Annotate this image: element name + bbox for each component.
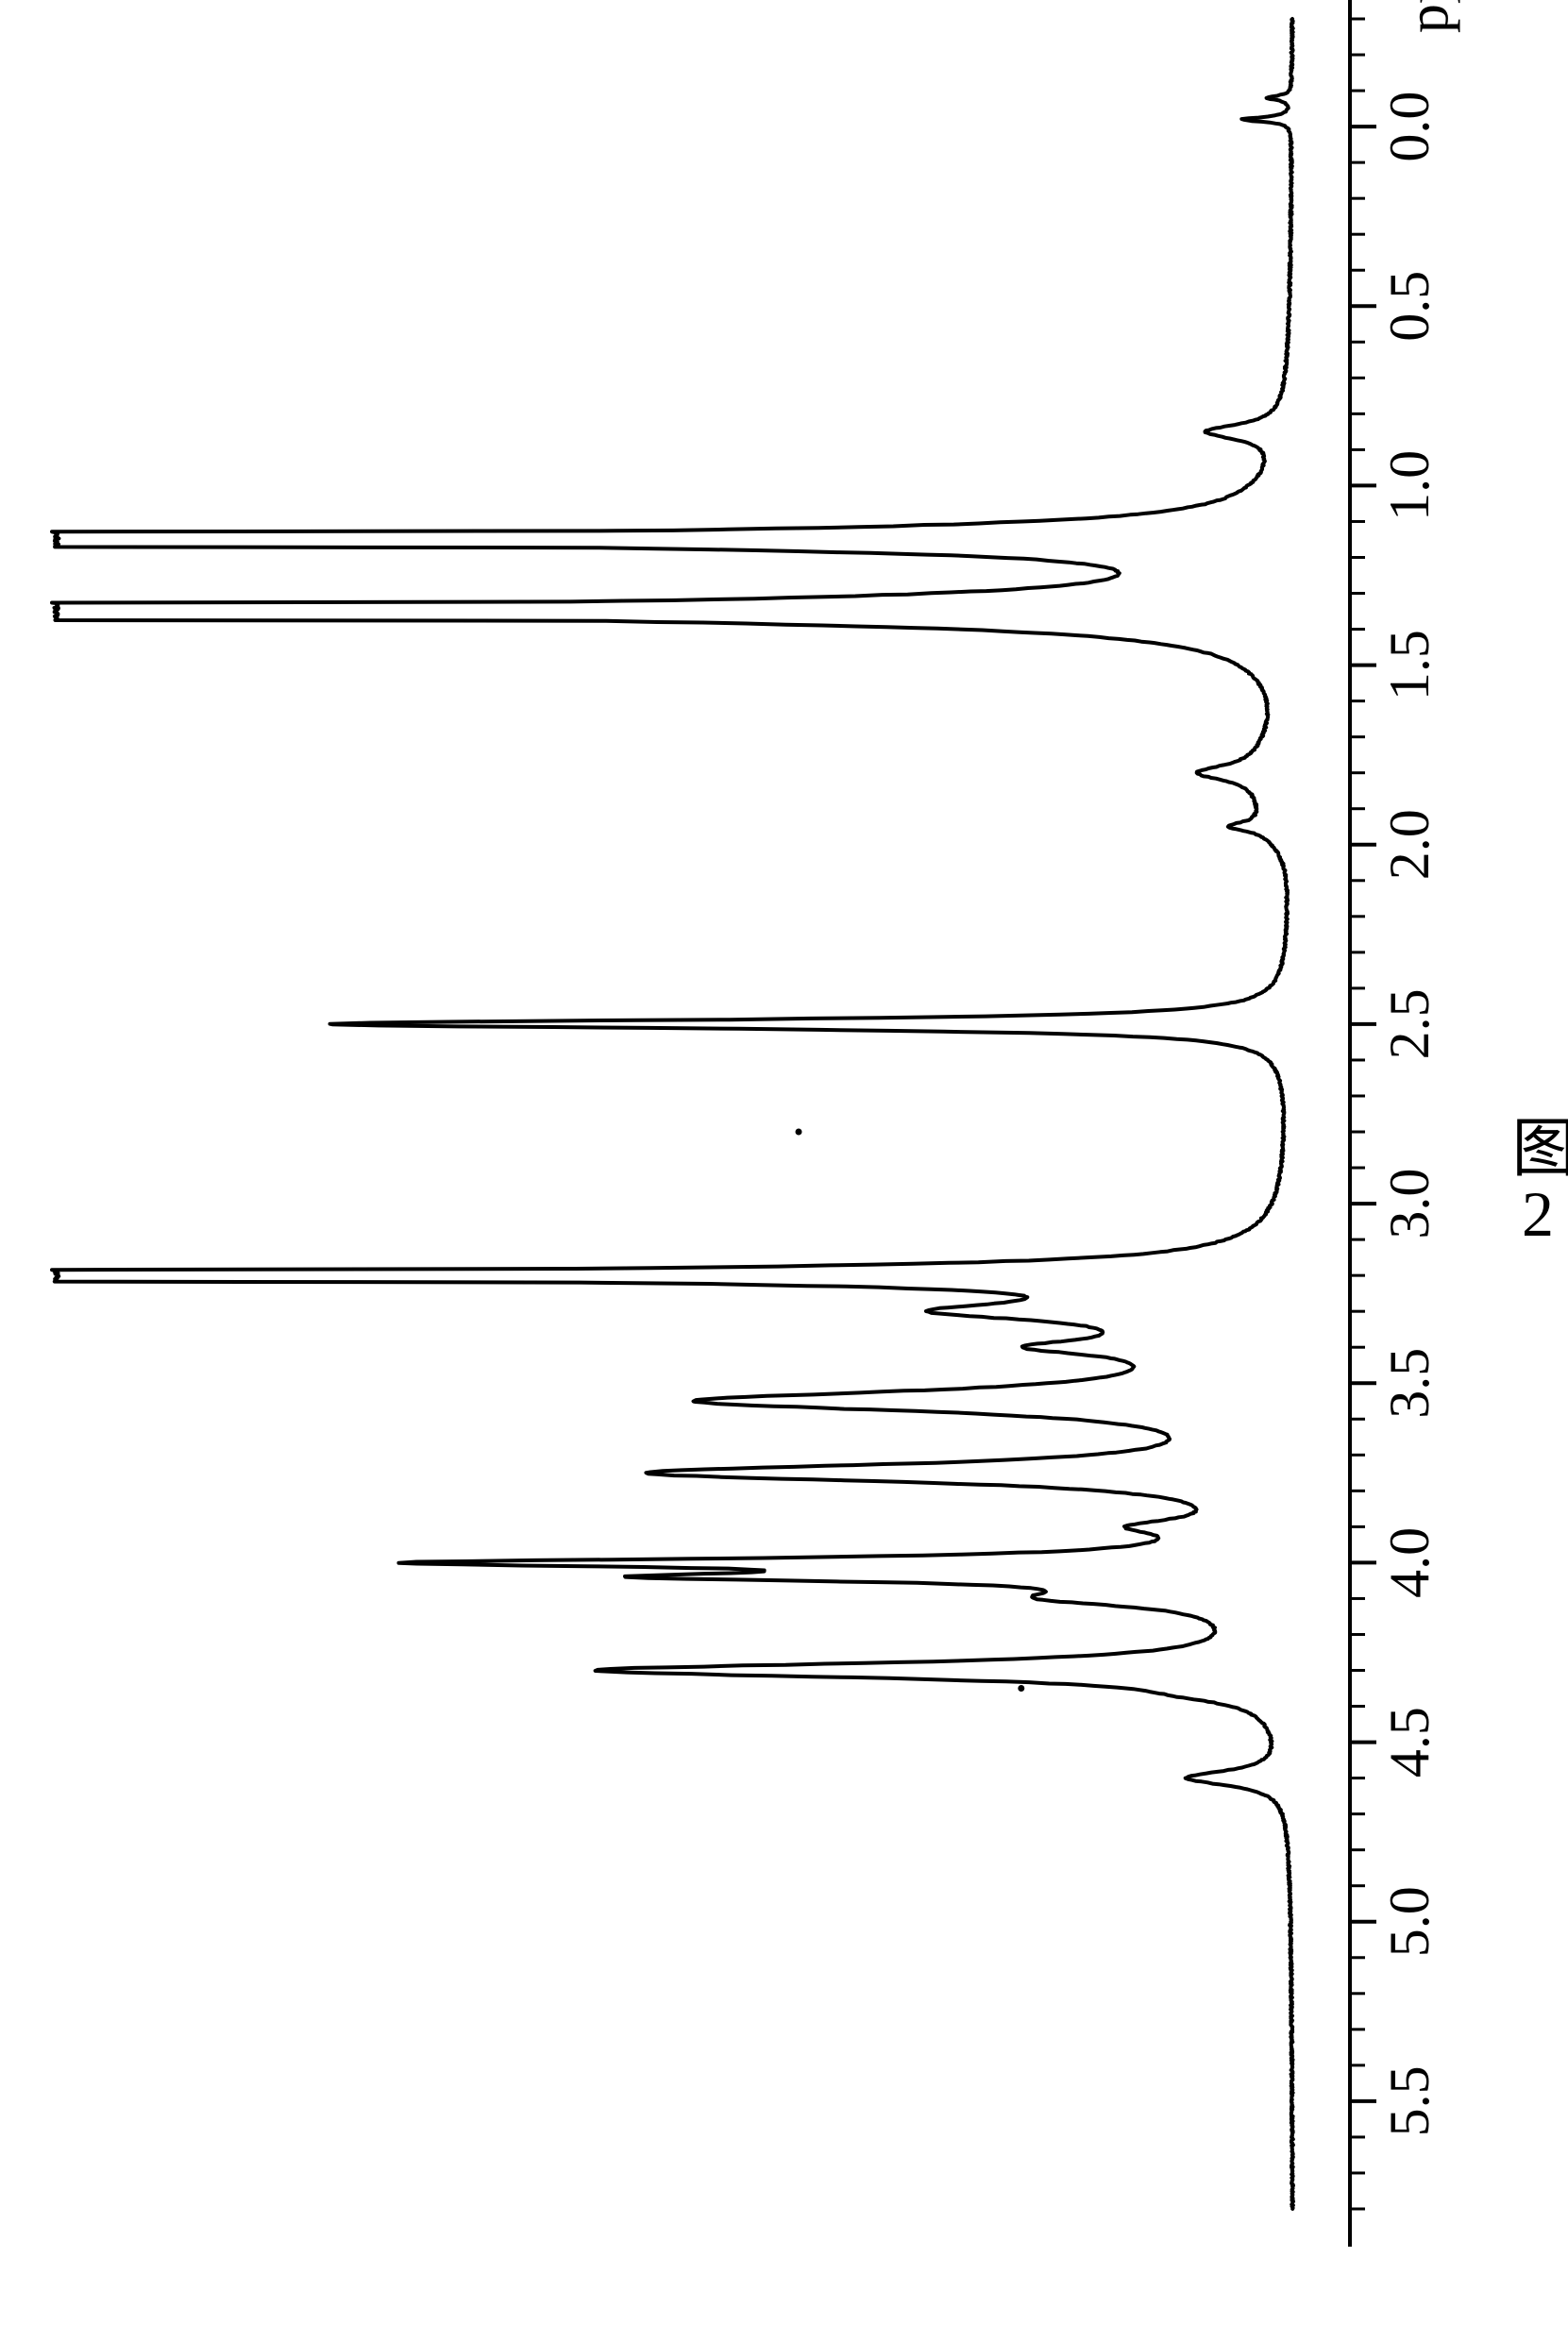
svg-text:4.0: 4.0 — [1378, 1527, 1441, 1598]
svg-text:4.5: 4.5 — [1378, 1707, 1441, 1778]
svg-text:2.0: 2.0 — [1378, 809, 1441, 880]
figure-caption: 图2 — [1492, 1114, 1568, 1250]
svg-text:3.0: 3.0 — [1378, 1169, 1441, 1239]
figure-frame: 0.00.51.01.52.02.53.03.54.04.55.05.5ppm … — [0, 0, 1568, 2342]
nmr-spectrum-svg: 0.0 0.5 1.0 1.5 2.0 2.5 3.0 3.5 4.0 4.5 5.0 5.5 ppm — [0, 0, 1568, 2342]
svg-text:0.0: 0.0 — [1378, 92, 1441, 162]
svg-text:2.5: 2.5 — [1378, 988, 1441, 1059]
svg-text:1.0: 1.0 — [1378, 450, 1441, 521]
svg-text:1.5: 1.5 — [1378, 630, 1441, 700]
svg-text:5.5: 5.5 — [1378, 2065, 1441, 2136]
svg-text:5.0: 5.0 — [1378, 1886, 1441, 1957]
svg-text:0.5: 0.5 — [1378, 271, 1441, 342]
svg-text:3.5: 3.5 — [1378, 1348, 1441, 1419]
svg-text:ppm: ppm — [1396, 0, 1460, 33]
